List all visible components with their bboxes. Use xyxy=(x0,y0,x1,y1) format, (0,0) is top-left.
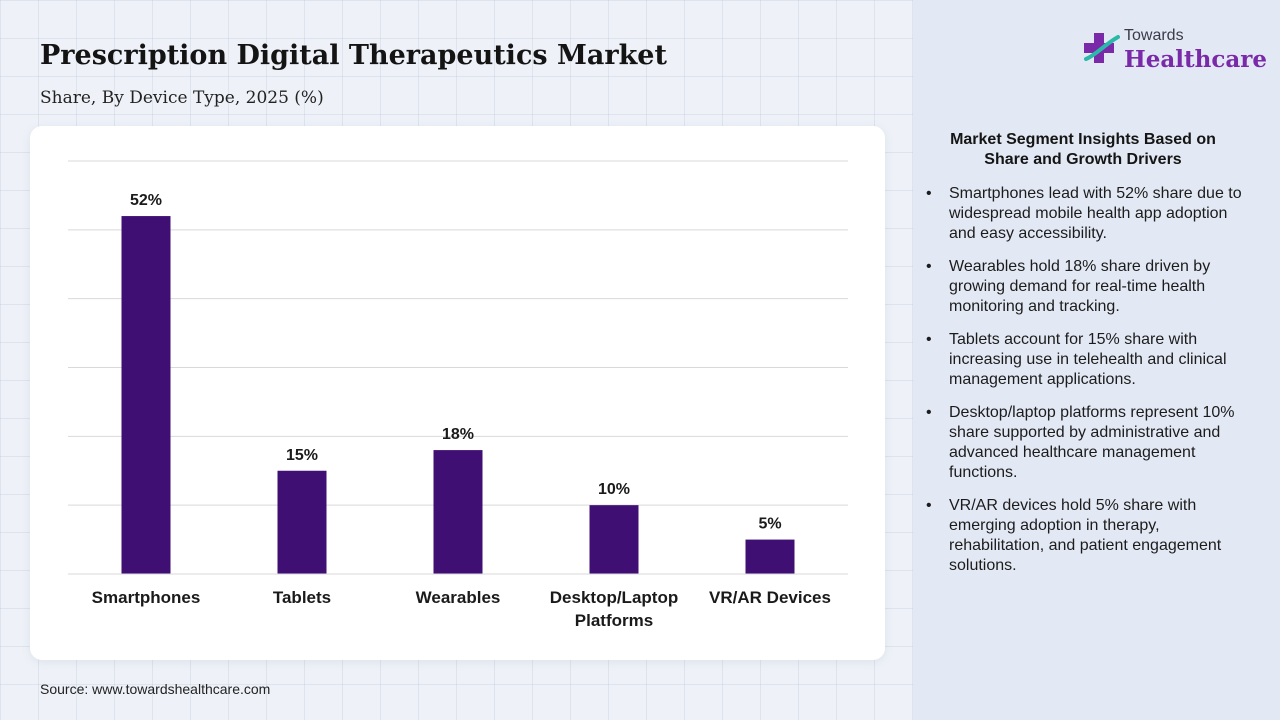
insight-item: • Tablets account for 15% share with incr… xyxy=(926,330,1246,390)
bar-chart: 52% Smartphones 15% Tablets 18% Wearables 10% D… xyxy=(68,160,848,630)
logo-main-text: Healthcare xyxy=(1124,46,1268,73)
category-label-line: Desktop/Laptop xyxy=(550,588,678,607)
insights-panel xyxy=(913,0,1280,720)
logo-top-text: Towards xyxy=(1124,27,1184,44)
bullet-icon: • xyxy=(926,185,932,202)
category-label: Tablets xyxy=(273,588,331,607)
data-label: 5% xyxy=(758,516,781,533)
category-label-line: VR/AR Devices xyxy=(709,588,831,607)
category-label: VR/AR Devices xyxy=(709,588,831,607)
category-label: Smartphones xyxy=(92,588,201,607)
insight-text: Smartphones lead with 52% share due to w… xyxy=(949,185,1242,242)
insight-text: Desktop/laptop platforms represent 10% s… xyxy=(949,404,1235,481)
bar-2 xyxy=(433,450,483,574)
page-title: Prescription Digital Therapeutics Market xyxy=(40,40,667,71)
bullet-icon: • xyxy=(926,497,932,514)
insight-item: • VR/AR devices hold 5% share with emergi… xyxy=(926,496,1246,576)
insight-text: Tablets account for 15% share with incre… xyxy=(949,331,1227,388)
category-label-line: Tablets xyxy=(273,588,331,607)
bar-0 xyxy=(121,216,171,575)
source-note: Source: www.towardshealthcare.com xyxy=(40,681,271,697)
bar-1 xyxy=(277,470,327,574)
chart-card: 52% Smartphones 15% Tablets 18% Wearables 10% D… xyxy=(30,126,885,660)
data-label: 52% xyxy=(130,192,162,209)
data-label: 18% xyxy=(442,426,474,443)
data-label: 10% xyxy=(598,481,630,498)
insight-text: VR/AR devices hold 5% share with emergin… xyxy=(949,497,1222,574)
page-subtitle: Share, By Device Type, 2025 (%) xyxy=(40,88,324,108)
bullet-icon: • xyxy=(926,258,932,275)
bar-3 xyxy=(589,505,639,574)
category-label-line: Wearables xyxy=(416,588,501,607)
data-label: 15% xyxy=(286,447,318,464)
bullet-icon: • xyxy=(926,331,932,348)
insight-item: • Smartphones lead with 52% share due to … xyxy=(926,184,1246,244)
category-label: Wearables xyxy=(416,588,501,607)
brand-logo: Towards Healthcare xyxy=(1080,26,1267,76)
category-label-line: Smartphones xyxy=(92,588,201,607)
insight-text: Wearables hold 18% share driven by growi… xyxy=(949,258,1211,315)
insights-list: • Smartphones lead with 52% share due to … xyxy=(926,184,1246,589)
insight-item: • Wearables hold 18% share driven by grow… xyxy=(926,257,1246,317)
bullet-icon: • xyxy=(926,404,932,421)
insights-title: Market Segment Insights Based on Share a… xyxy=(950,131,1216,168)
insight-item: • Desktop/laptop platforms represent 10% … xyxy=(926,403,1246,483)
medical-cross-icon xyxy=(1084,33,1120,63)
category-label: Desktop/Laptop Platforms xyxy=(550,588,678,630)
bar-4 xyxy=(745,539,795,574)
category-label-line: Platforms xyxy=(575,611,653,630)
